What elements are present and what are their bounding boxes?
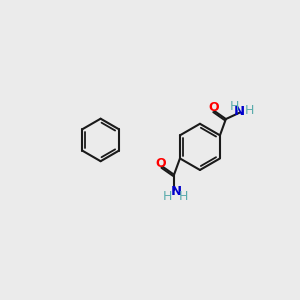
Text: O: O (155, 157, 166, 170)
Text: H: H (230, 100, 240, 113)
Text: N: N (234, 105, 245, 118)
Text: H: H (163, 190, 172, 203)
Text: H: H (179, 190, 188, 203)
Text: O: O (208, 101, 218, 114)
Text: H: H (244, 104, 254, 117)
Text: N: N (171, 185, 182, 198)
